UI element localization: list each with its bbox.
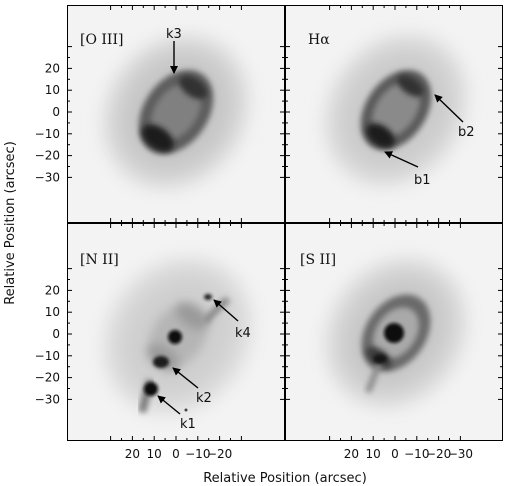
tick-label: 10 bbox=[366, 447, 381, 461]
annotation-arrow bbox=[157, 395, 181, 415]
tick-label: 20 bbox=[45, 61, 60, 75]
annotation-label-b1: b1 bbox=[414, 173, 431, 188]
y-axis-title: Relative Position (arcsec) bbox=[3, 141, 18, 305]
tick-label: −20 bbox=[35, 149, 60, 163]
annotation-label-k2: k2 bbox=[196, 391, 212, 406]
tick-label: −20 bbox=[207, 447, 232, 461]
panel-label: [N II] bbox=[80, 252, 119, 268]
annotation-arrow bbox=[384, 151, 419, 168]
panel-halpha bbox=[285, 5, 503, 223]
tick-label: −10 bbox=[35, 127, 60, 141]
panel-label: Hα bbox=[308, 32, 330, 48]
tick-label: −10 bbox=[185, 447, 210, 461]
tick-label: 10 bbox=[45, 83, 60, 97]
tick-label: −20 bbox=[35, 371, 60, 385]
panel-sii-overlay: [S II] bbox=[300, 252, 336, 268]
tick-marks bbox=[67, 5, 503, 441]
tick-label: 0 bbox=[172, 447, 180, 461]
tick-label: −30 bbox=[35, 392, 60, 406]
tick-label: 0 bbox=[52, 327, 60, 341]
tick-label: 0 bbox=[391, 447, 399, 461]
nebula-image bbox=[103, 35, 249, 189]
tick-label: 0 bbox=[52, 105, 60, 119]
tick-label: −30 bbox=[448, 447, 473, 461]
tick-label: 20 bbox=[45, 283, 60, 297]
tick-label: 20 bbox=[344, 447, 359, 461]
x-axis-title: Relative Position (arcsec) bbox=[203, 471, 367, 486]
tick-label: 10 bbox=[45, 305, 60, 319]
nebula-image bbox=[325, 34, 467, 186]
annotation-label-b2: b2 bbox=[458, 125, 475, 140]
annotation-arrow bbox=[213, 299, 239, 322]
tick-label: −10 bbox=[35, 349, 60, 363]
panel-oiii-overlay: [O III] k3 bbox=[80, 27, 182, 74]
panel-label: [O III] bbox=[80, 32, 123, 48]
panel-sii bbox=[285, 223, 503, 441]
tick-label: 20 bbox=[125, 447, 140, 461]
annotation-arrow bbox=[434, 94, 464, 123]
annotation-label-k1: k1 bbox=[180, 417, 196, 432]
annotation-label-k4: k4 bbox=[235, 326, 251, 341]
tick-label: 10 bbox=[147, 447, 162, 461]
tick-label: −20 bbox=[426, 447, 451, 461]
panel-nii bbox=[67, 223, 285, 441]
panel-oiii bbox=[67, 5, 285, 223]
tick-label: −10 bbox=[404, 447, 429, 461]
panel-halpha-overlay: Hα b2 b1 bbox=[308, 32, 475, 188]
panel-nii-overlay: [N II] k4 k2 k1 bbox=[80, 252, 251, 432]
panel-label: [S II] bbox=[300, 252, 336, 268]
annotation-label-k3: k3 bbox=[166, 27, 182, 42]
tick-label: −30 bbox=[35, 170, 60, 184]
annotation-arrow bbox=[172, 367, 199, 389]
tick-labels: 20 10 0 −10−20 20 10 0 −10−20−3020100−10−20−302… bbox=[35, 61, 473, 461]
